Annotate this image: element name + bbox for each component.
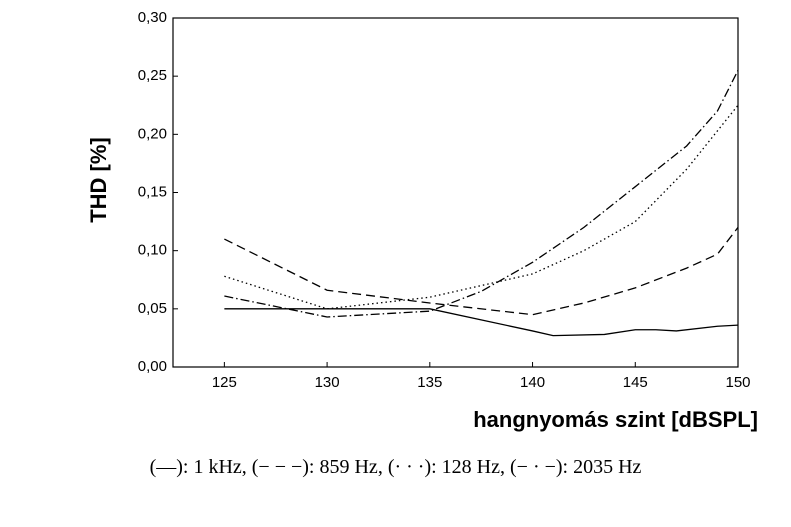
legend-entry: (· · ·): 128 Hz bbox=[388, 456, 510, 478]
series-line bbox=[224, 308, 739, 337]
y-tick-label: 0,25 bbox=[138, 67, 167, 84]
x-tick-label: 150 bbox=[725, 374, 750, 391]
y-tick-label: 0,05 bbox=[138, 300, 167, 317]
y-tick-label: 0,15 bbox=[138, 183, 167, 200]
x-tick-label: 140 bbox=[520, 374, 545, 391]
legend-entry: (—): 1 kHz bbox=[150, 456, 252, 478]
chart: THD [%] hangnyomás szint [dBSPL] 0,00 0,0… bbox=[86, 9, 758, 432]
series-line bbox=[224, 104, 739, 310]
x-tick-label: 145 bbox=[623, 374, 648, 391]
x-tick-label: 135 bbox=[417, 374, 442, 391]
y-tick-label: 0,20 bbox=[138, 125, 167, 142]
y-axis-label: THD [%] bbox=[86, 137, 111, 223]
legend: (—): 1 kHz(− − −): 859 Hz(· · ·): 128 Hz… bbox=[0, 456, 791, 479]
series-line bbox=[224, 70, 739, 318]
x-axis-label: hangnyomás szint [dBSPL] bbox=[473, 407, 758, 432]
y-tick-label: 0,00 bbox=[138, 358, 167, 375]
x-tick-label: 125 bbox=[212, 374, 237, 391]
y-tick-label: 0,30 bbox=[138, 9, 167, 26]
legend-entry: (− − −): 859 Hz bbox=[252, 456, 388, 478]
series-line bbox=[224, 227, 739, 316]
x-tick-label: 130 bbox=[315, 374, 340, 391]
legend-entry: (− · −): 2035 Hz bbox=[510, 456, 642, 478]
y-tick-label: 0,10 bbox=[138, 242, 167, 259]
